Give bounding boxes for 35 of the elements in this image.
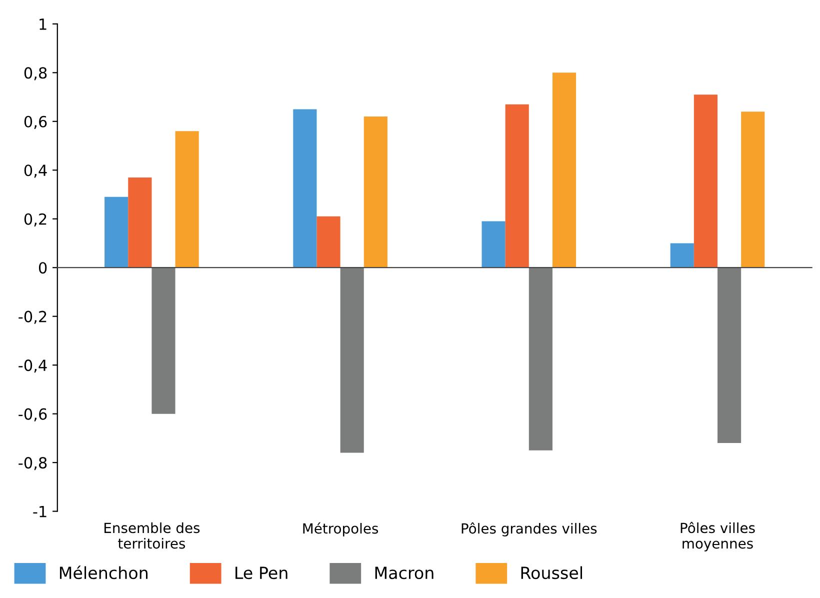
bar	[152, 268, 176, 414]
legend-label: Macron	[375, 566, 434, 580]
legend-label: Le Pen	[236, 566, 288, 580]
y-tick-label: 0,8	[24, 67, 47, 80]
y-tick-label: 0	[38, 262, 47, 274]
legend-label: Roussel	[521, 566, 582, 580]
bar	[718, 268, 742, 444]
y-tick-label: 0,2	[24, 213, 46, 226]
y-tick-label: 0,6	[24, 116, 47, 129]
y-tick-label: -0,4	[18, 360, 47, 373]
bar	[670, 243, 694, 268]
bar	[482, 221, 506, 268]
x-tick-label: Pôles villes moyennes	[680, 522, 755, 552]
bar	[316, 216, 340, 268]
bar	[128, 177, 152, 268]
bar	[293, 109, 317, 268]
x-tick-label: Ensemble des territoires	[104, 522, 200, 549]
bar	[175, 131, 199, 268]
y-tick-label: -0,2	[18, 310, 46, 324]
legend-label: Mélenchon	[60, 566, 148, 580]
y-tick-label: -0,8	[18, 457, 47, 470]
bar	[552, 72, 576, 268]
x-tick-label: Métropoles	[303, 522, 378, 536]
bar	[505, 104, 529, 268]
bar	[528, 268, 552, 450]
x-tick-label: Pôles grandes villes	[462, 522, 597, 536]
y-tick-label: 0,4	[24, 164, 47, 178]
bar	[741, 112, 765, 268]
bar	[364, 116, 388, 268]
bar	[694, 94, 718, 268]
y-tick-label: -1	[33, 506, 46, 518]
y-tick-label: 1	[40, 18, 46, 30]
bar	[340, 268, 364, 453]
y-tick-label: -0,6	[18, 408, 47, 422]
bar	[104, 196, 128, 268]
